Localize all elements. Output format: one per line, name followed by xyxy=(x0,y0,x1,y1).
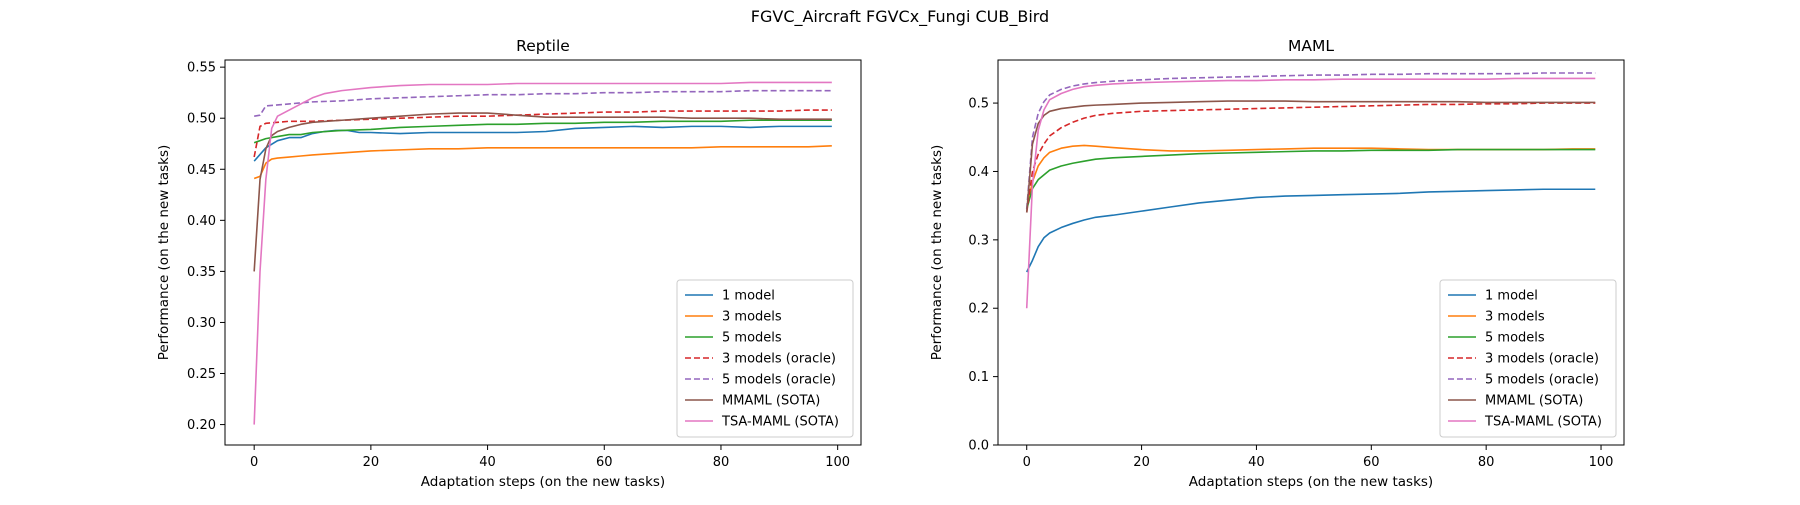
y-tick-label: 0.1 xyxy=(968,370,989,385)
reptile-legend: 1 model 3 models 5 models 3 models (oracle)… xyxy=(676,279,854,438)
y-tick-label: 0.5 xyxy=(968,97,989,112)
series-line-3-models xyxy=(253,144,832,180)
y-tick-label: 0.2 xyxy=(968,302,989,317)
legend-label-mmaml-sota: MMAML (SOTA) xyxy=(722,394,820,409)
series-line-tsa-maml-sota xyxy=(253,81,832,425)
x-tick-label: 60 xyxy=(1363,455,1380,470)
legend-label-tsa-maml-sota: TSA-MAML (SOTA) xyxy=(1484,415,1602,430)
x-tick-label: 0 xyxy=(1023,455,1031,470)
maml-series-group xyxy=(1025,72,1596,309)
series-line-5-models-oracle xyxy=(1025,72,1596,210)
series-line-5-models xyxy=(253,119,832,144)
y-tick-label: 0.35 xyxy=(187,265,216,280)
y-tick-label: 0.20 xyxy=(187,418,216,433)
maml-axes-frame xyxy=(997,59,1625,446)
y-tick-label: 0.40 xyxy=(187,214,216,229)
y-tick-label: 0.3 xyxy=(968,233,989,248)
series-line-1-model xyxy=(253,125,832,162)
legend-label-5-models: 5 models xyxy=(722,331,782,346)
series-line-5-models xyxy=(1025,148,1596,210)
x-tick-label: 80 xyxy=(713,455,730,470)
series-line-1-model xyxy=(1026,188,1596,273)
x-tick-label: 100 xyxy=(825,455,850,470)
legend-label-5-models-oracle: 5 models (oracle) xyxy=(722,373,836,388)
y-tick-label: 0.45 xyxy=(187,163,216,178)
reptile-chart: Reptile 0 20 40 60 80 100 0.20 0.25 0.30 0.35 0.40 0… xyxy=(156,37,862,490)
legend-label-1-model: 1 model xyxy=(722,289,775,304)
series-line-5-models-oracle xyxy=(254,89,832,117)
legend-label-5-models-oracle: 5 models (oracle) xyxy=(1485,373,1599,388)
maml-x-axis-label: Adaptation steps (on the new tasks) xyxy=(1189,474,1433,490)
y-tick-label: 0.50 xyxy=(187,112,216,127)
legend-box xyxy=(676,279,854,438)
legend-label-3-models: 3 models xyxy=(722,310,782,325)
x-tick-label: 80 xyxy=(1478,455,1495,470)
reptile-series-group xyxy=(253,81,832,425)
series-line-3-models-oracle xyxy=(1025,102,1596,213)
legend-label-3-models-oracle: 3 models (oracle) xyxy=(1485,352,1599,367)
legend-label-1-model: 1 model xyxy=(1485,289,1538,304)
maml-y-axis-label: Performance (on the new tasks) xyxy=(929,145,945,361)
x-tick-label: 100 xyxy=(1589,455,1614,470)
reptile-axes-frame xyxy=(224,59,862,446)
y-tick-label: 0.4 xyxy=(968,165,989,180)
maml-legend: 1 model 3 models 5 models 3 models (oracle)… xyxy=(1439,279,1617,438)
y-tick-label: 0.25 xyxy=(187,367,216,382)
x-tick-label: 40 xyxy=(1248,455,1265,470)
series-line-3-models xyxy=(1025,144,1596,210)
reptile-title: Reptile xyxy=(516,37,570,55)
x-tick-label: 20 xyxy=(363,455,380,470)
series-line-mmaml-sota xyxy=(253,112,832,272)
legend-label-3-models-oracle: 3 models (oracle) xyxy=(722,352,836,367)
legend-label-tsa-maml-sota: TSA-MAML (SOTA) xyxy=(721,415,839,430)
series-line-mmaml-sota xyxy=(1025,100,1596,213)
figure-title: FGVC_Aircraft FGVCx_Fungi CUB_Bird xyxy=(751,7,1049,27)
reptile-y-axis-label: Performance (on the new tasks) xyxy=(156,145,172,361)
y-tick-label: 0.55 xyxy=(187,61,216,76)
x-tick-label: 0 xyxy=(250,455,258,470)
maml-title: MAML xyxy=(1288,37,1334,55)
x-tick-label: 60 xyxy=(596,455,613,470)
y-tick-label: 0.30 xyxy=(187,316,216,331)
legend-label-3-models: 3 models xyxy=(1485,310,1545,325)
x-tick-label: 40 xyxy=(479,455,496,470)
legend-label-5-models: 5 models xyxy=(1485,331,1545,346)
maml-chart: MAML 0 20 40 60 80 100 0.0 0.1 0.2 0.3 0.4 0.5 Adapta… xyxy=(929,37,1625,490)
reptile-x-axis-label: Adaptation steps (on the new tasks) xyxy=(421,474,665,490)
legend-label-mmaml-sota: MMAML (SOTA) xyxy=(1485,394,1583,409)
series-line-tsa-maml-sota xyxy=(1025,77,1596,309)
x-tick-label: 20 xyxy=(1133,455,1150,470)
legend-box xyxy=(1439,279,1617,438)
y-tick-label: 0.0 xyxy=(968,439,989,454)
